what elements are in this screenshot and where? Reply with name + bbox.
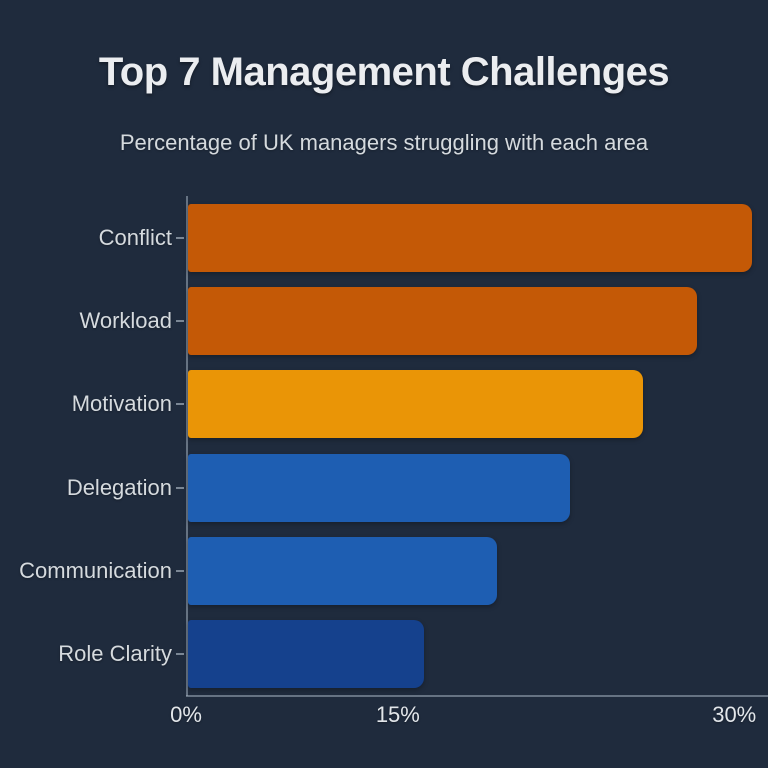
category-label: Conflict: [98, 224, 172, 250]
bar-track: [186, 279, 768, 362]
x-tick-label: 15%: [375, 702, 420, 727]
chart-subtitle: Percentage of UK managers struggling wit…: [119, 130, 649, 155]
bar-workload: [188, 286, 698, 355]
bar-delegation: [188, 453, 570, 522]
bar-motivation: [188, 370, 643, 439]
bar-row: Delegation: [0, 446, 768, 529]
bar-track: [186, 613, 768, 696]
bar-track: [186, 446, 768, 529]
bar-track: [186, 529, 768, 612]
y-tick-mark: [176, 653, 184, 656]
bar-conflict: [188, 203, 752, 272]
bar-role-clarity: [188, 620, 425, 689]
y-tick-mark: [176, 569, 184, 572]
bar-track: [186, 363, 768, 446]
bar-communication: [188, 536, 498, 605]
y-axis-line: [186, 196, 188, 696]
category-label: Delegation: [66, 474, 172, 500]
bar-row: Motivation: [0, 363, 768, 446]
y-tick-mark: [176, 319, 184, 322]
category-label: Motivation: [71, 391, 172, 417]
category-label: Communication: [19, 557, 172, 583]
bar-row: Role Clarity: [0, 613, 768, 696]
category-label: Workload: [79, 307, 172, 333]
chart-title: Top 7 Management Challenges: [98, 50, 670, 94]
bar-row: Communication: [0, 529, 768, 612]
y-tick-mark: [176, 236, 184, 239]
y-tick-mark: [176, 403, 184, 406]
bar-row: Conflict: [0, 196, 768, 279]
bar-row: Workload: [0, 279, 768, 362]
x-axis-tick-labels: 0% 15% 30%: [170, 696, 768, 730]
bar-track: [186, 196, 768, 279]
x-axis-line: [186, 695, 768, 697]
x-tick-label: 0%: [170, 702, 202, 727]
x-tick-label: 30%: [712, 702, 757, 727]
category-label: Role Clarity: [58, 641, 172, 667]
y-tick-mark: [176, 486, 184, 489]
plot-area: Conflict Workload Motivation Delegation Comm…: [0, 196, 768, 727]
